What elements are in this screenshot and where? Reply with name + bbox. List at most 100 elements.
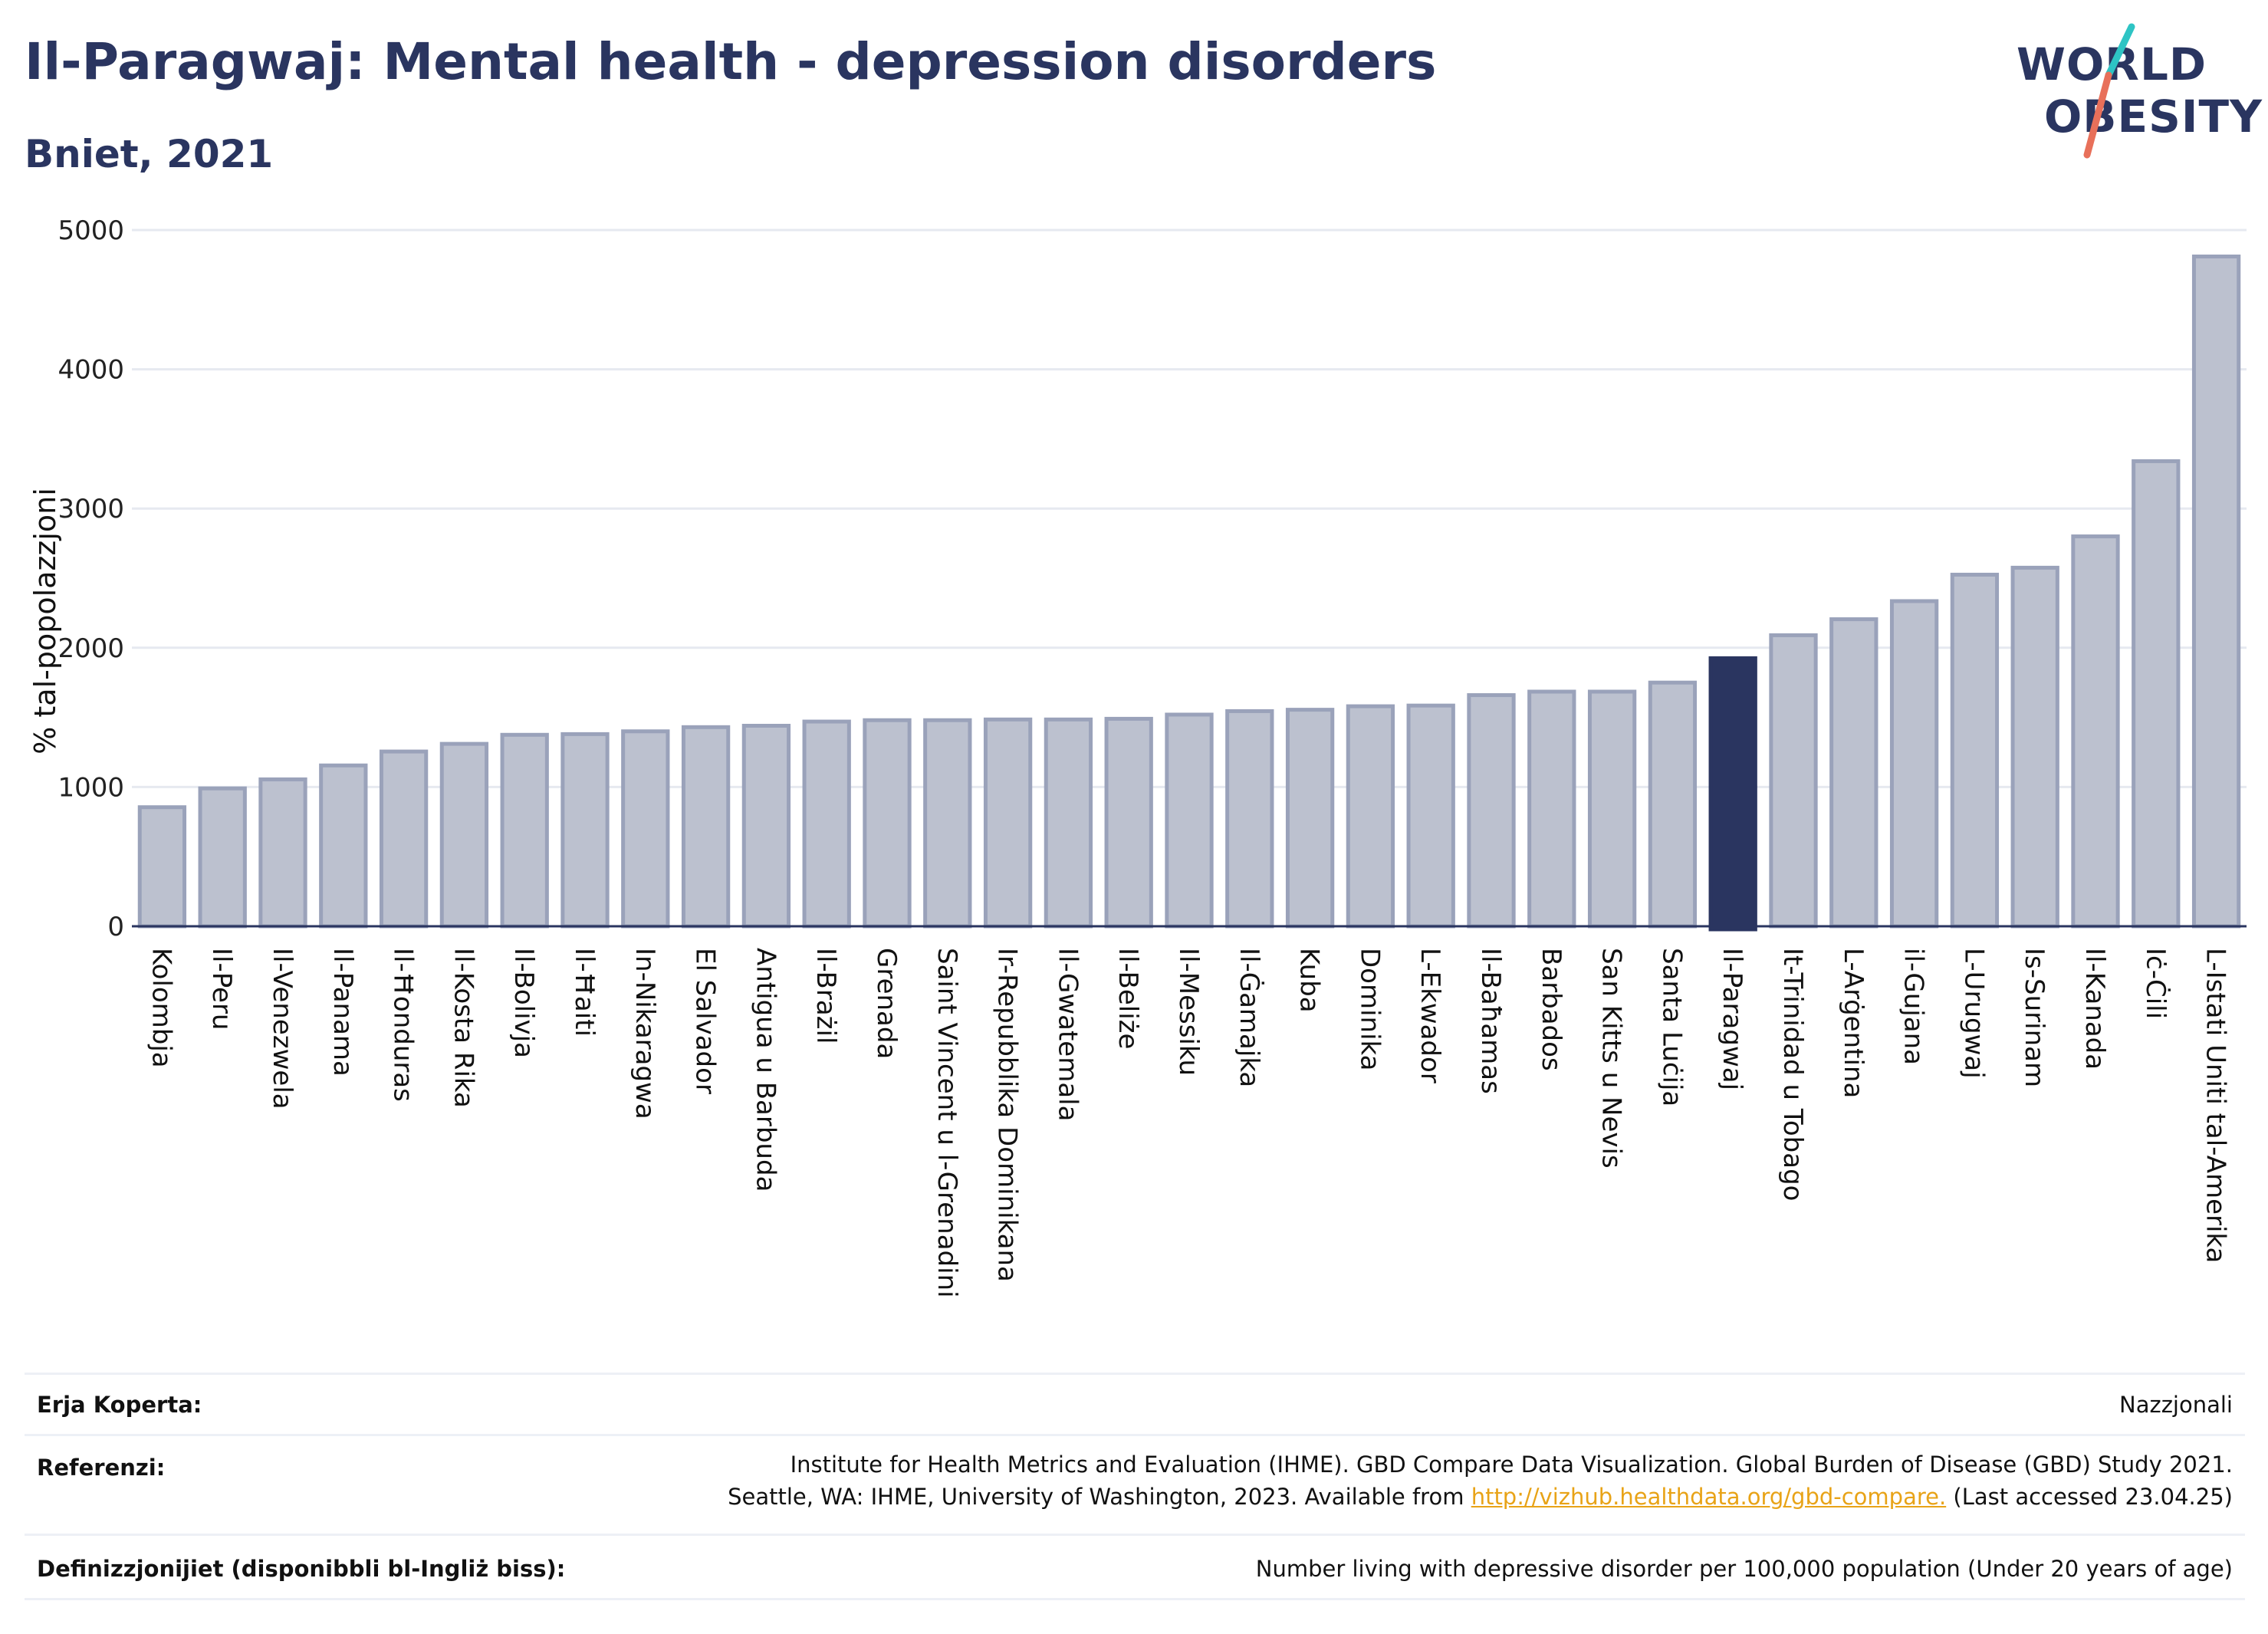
x-tick-label: Il-Ħonduras (388, 948, 419, 1102)
bar (560, 732, 610, 929)
x-tick-label: L-Istati Uniti tal-Amerika (2201, 948, 2231, 1263)
bar (439, 741, 489, 929)
x-tick-label: Il-Bolivja (508, 948, 539, 1058)
bar (923, 718, 972, 929)
world-obesity-logo: WORLD OBESITY (2001, 23, 2262, 161)
x-tick-label: Il-Baħamas (1475, 948, 1506, 1094)
bar (2071, 534, 2120, 929)
x-tick-label: Il-Venezwela (267, 948, 297, 1110)
y-axis: 0 1000 2000 3000 4000 5000 (58, 215, 124, 942)
references-line-1: Institute for Health Metrics and Evaluat… (790, 1452, 2233, 1478)
coverage-value: Nazzjonali (2119, 1392, 2233, 1418)
bar (802, 719, 851, 929)
y-tick-label: 1000 (58, 772, 124, 803)
references-line-2: Seattle, WA: IHME, University of Washing… (728, 1481, 2233, 1513)
bar (319, 763, 368, 929)
definitions-label: Definizzjonijiet (disponibbli bl-Ingliż … (37, 1556, 566, 1582)
bar (1829, 617, 1878, 929)
bar (681, 725, 731, 929)
bar (1165, 712, 1214, 929)
x-tick-label: Barbados (1536, 948, 1566, 1071)
coverage-label: Erja Koperta: (37, 1392, 202, 1418)
references-link[interactable]: http://vizhub.healthdata.org/gbd-compare… (1471, 1484, 1947, 1510)
bar (1889, 599, 1939, 929)
x-tick-label: El Salvador (690, 948, 721, 1094)
bar (2191, 255, 2241, 929)
x-tick-label: San Kitts u Nevis (1596, 948, 1627, 1169)
bar (1285, 708, 1335, 929)
references-value: Institute for Health Metrics and Evaluat… (728, 1448, 2233, 1513)
y-tick-label: 0 (107, 912, 124, 942)
bar (2132, 459, 2181, 929)
x-tick-label: Kuba (1294, 948, 1325, 1013)
x-tick-label: Il-Paragwaj (1717, 948, 1747, 1090)
bar (1406, 703, 1455, 929)
x-tick-label: Ir-Repubblika Dominikana (992, 948, 1023, 1282)
bar (1467, 693, 1516, 929)
chart-title: Il-Paragwaj: Mental health - depression … (25, 32, 1437, 91)
y-tick-label: 3000 (58, 494, 124, 524)
y-tick-label: 5000 (58, 215, 124, 246)
x-tick-label: Iċ-Ċili (2140, 948, 2171, 1019)
bar (1769, 633, 1818, 929)
x-tick-label: Il-Ħaiti (569, 948, 600, 1037)
logo-word-obesity: OBESITY (2044, 90, 2263, 143)
x-tick-label: Antigua u Barbuda (750, 948, 781, 1192)
footer-references-row: Referenzi: Institute for Health Metrics … (25, 1434, 2245, 1536)
chart-subtitle: Bniet, 2021 (25, 132, 274, 176)
x-tick-label: L-Ekwador (1415, 948, 1445, 1083)
bar (1225, 709, 1274, 929)
y-tick-label: 2000 (58, 633, 124, 664)
references-line-2-post: (Last accessed 23.04.25) (1953, 1484, 2233, 1510)
x-tick-label: Dominika (1354, 948, 1385, 1070)
footer-coverage-row: Erja Koperta: Nazzjonali (25, 1373, 2245, 1436)
x-tick-label: Il-Brażil (810, 948, 841, 1044)
bar (379, 749, 429, 929)
y-tick-label: 4000 (58, 355, 124, 386)
x-axis: Kolombja Il-Peru Il-Venezwela Il-Panama Il-Ħ… (132, 925, 2247, 1298)
x-tick-label: Il-Kanada (2079, 948, 2110, 1070)
x-tick-label: L-Arġentina (1838, 948, 1869, 1098)
x-tick-label: il-Gujana (1898, 948, 1929, 1065)
bar (1587, 689, 1637, 929)
bar (1708, 656, 1757, 932)
references-line-2-pre: Seattle, WA: IHME, University of Washing… (728, 1484, 1464, 1510)
x-tick-label: Kolombja (146, 948, 176, 1068)
bar (1104, 716, 1153, 929)
x-tick-label: Il-Beliże (1113, 948, 1143, 1049)
x-tick-label: Santa Luċija (1656, 948, 1687, 1106)
x-tick-label: Il-Peru (206, 948, 237, 1030)
bar (621, 729, 670, 929)
bar (983, 717, 1033, 929)
bar (1648, 680, 1698, 929)
x-tick-label: L-Urugwaj (1958, 948, 1989, 1079)
bar (1950, 572, 2000, 929)
footer-definitions-row: Definizzjonijiet (disponibbli bl-Ingliż … (25, 1534, 2245, 1600)
logo-slash-icon (2083, 23, 2135, 159)
bar (1527, 689, 1576, 929)
definitions-value: Number living with depressive disorder p… (1255, 1556, 2233, 1582)
bar (863, 718, 912, 929)
x-tick-label: Il-Ġamajka (1234, 948, 1265, 1087)
bars (137, 255, 2241, 932)
bar (1044, 717, 1093, 929)
bar (198, 786, 247, 929)
bar-chart: 0 1000 2000 3000 4000 5000 Kolombja Il-Peru Il-… (28, 215, 2247, 1298)
bar (1346, 704, 1395, 929)
bar (258, 777, 307, 929)
x-tick-label: Il-Kosta Rika (448, 948, 478, 1108)
x-tick-label: Is-Surinam (2019, 948, 2049, 1087)
x-tick-label: Il-Panama (327, 948, 358, 1077)
references-label: Referenzi: (37, 1455, 166, 1481)
y-axis-label: % tal-popolazzjoni (28, 488, 62, 755)
x-tick-label: Saint Vincent u l-Grenadini (932, 948, 962, 1298)
bar (137, 805, 187, 929)
footer-divider (25, 1598, 2245, 1600)
x-tick-label: Il-Gwatemala (1052, 948, 1083, 1121)
x-tick-label: It-Trinidad u Tobago (1777, 948, 1808, 1201)
bar (500, 732, 549, 929)
bar (2010, 565, 2059, 929)
bar (741, 723, 791, 929)
x-tick-label: Grenada (871, 948, 902, 1059)
x-tick-label: In-Nikaragwa (629, 948, 660, 1119)
